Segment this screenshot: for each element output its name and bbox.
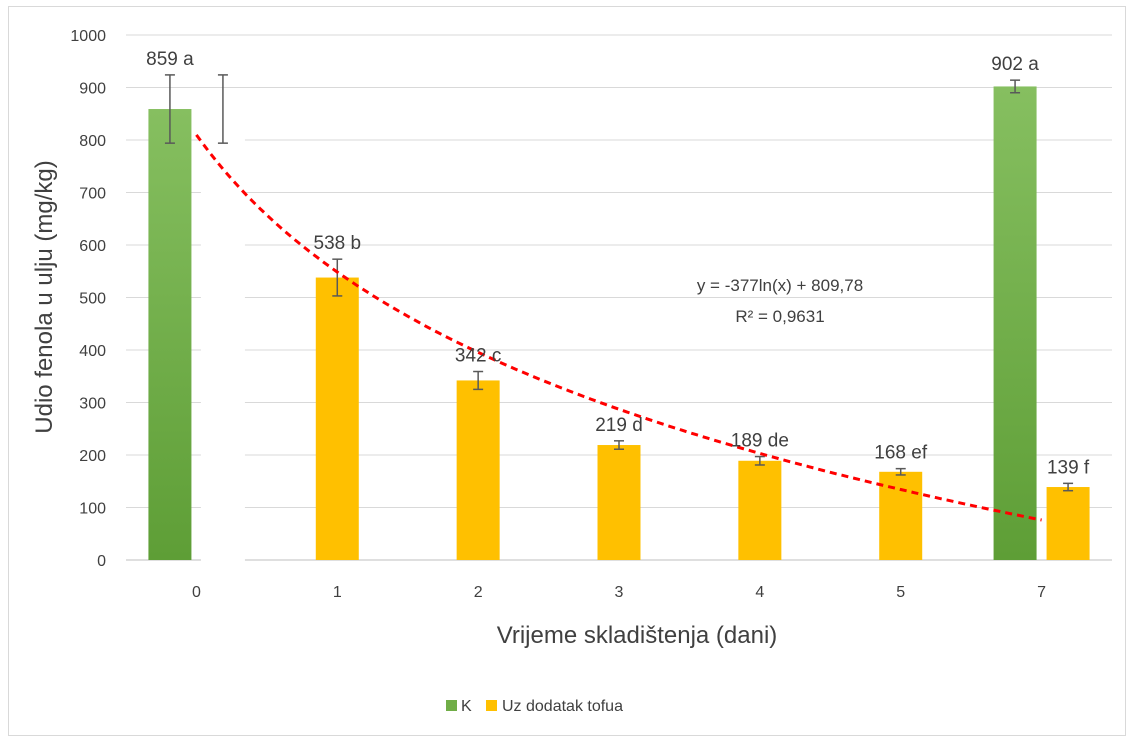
data-label: 219 d: [595, 415, 643, 436]
y-tick-label: 300: [79, 396, 106, 413]
bars: [148, 86, 1090, 561]
x-tick-label: 4: [755, 584, 764, 601]
y-axis-title: Udio fenola u ulju (mg/kg): [31, 160, 58, 433]
x-tick-label: 1: [333, 584, 342, 601]
data-label: 859 a: [146, 49, 194, 70]
trendline-equation: y = -377ln(x) + 809,78: [697, 276, 863, 295]
x-tick-label: 0: [192, 584, 201, 601]
data-label: 538 b: [314, 233, 362, 254]
x-tick-labels: 0 1 2 3 4 5 7: [192, 584, 1046, 601]
y-tick-label: 800: [79, 133, 106, 150]
trendline-r2: R² = 0,9631: [735, 307, 824, 326]
bar-tofu: [738, 460, 782, 560]
y-tick-labels: 0 100 200 300 400 500 600 700 800 900 1000: [70, 28, 106, 570]
x-axis-title: Vrijeme skladištenja (dani): [497, 622, 778, 649]
legend-swatch-k: [446, 700, 457, 711]
x-tick-label: 7: [1037, 584, 1046, 601]
y-tick-label: 900: [79, 81, 106, 98]
y-tick-label: 700: [79, 186, 106, 203]
trendline: [195, 134, 1042, 522]
data-label: 342 c: [455, 346, 501, 367]
data-label: 139 f: [1047, 457, 1090, 478]
bar-tofu: [597, 445, 641, 560]
y-tick-label: 200: [79, 448, 106, 465]
x-tick-label: 5: [896, 584, 905, 601]
error-bars: [164, 74, 1074, 492]
bar-tofu: [1046, 487, 1090, 560]
y-tick-label: 0: [97, 553, 106, 570]
x-tick-label: 2: [474, 584, 483, 601]
y-tick-label: 600: [79, 238, 106, 255]
chart-frame: [8, 6, 1126, 736]
legend-label-tofu: Uz dodatak tofua: [502, 698, 623, 715]
data-labels: 859 a 538 b 342 c 219 d 189 de 168 ef 902 a 139…: [146, 49, 1090, 478]
legend-swatch-tofu: [486, 700, 497, 711]
gridlines: [126, 34, 1112, 561]
trendline-group: [195, 134, 1042, 522]
legend-label-k: K: [461, 698, 472, 715]
y-tick-label: 100: [79, 501, 106, 518]
x-tick-label: 3: [615, 584, 624, 601]
bar-tofu: [315, 277, 359, 560]
bar-k: [148, 109, 192, 561]
y-tick-label: 500: [79, 291, 106, 308]
legend: K Uz dodatak tofua: [446, 698, 623, 715]
data-label: 902 a: [991, 54, 1039, 75]
bar-tofu: [879, 471, 923, 560]
bar-k: [993, 86, 1037, 560]
y-tick-label: 1000: [70, 28, 106, 45]
bar-tofu: [200, 108, 245, 561]
y-tick-label: 400: [79, 343, 106, 360]
bar-tofu: [456, 380, 500, 560]
data-label: 189 de: [731, 431, 789, 452]
data-label: 168 ef: [874, 443, 928, 464]
